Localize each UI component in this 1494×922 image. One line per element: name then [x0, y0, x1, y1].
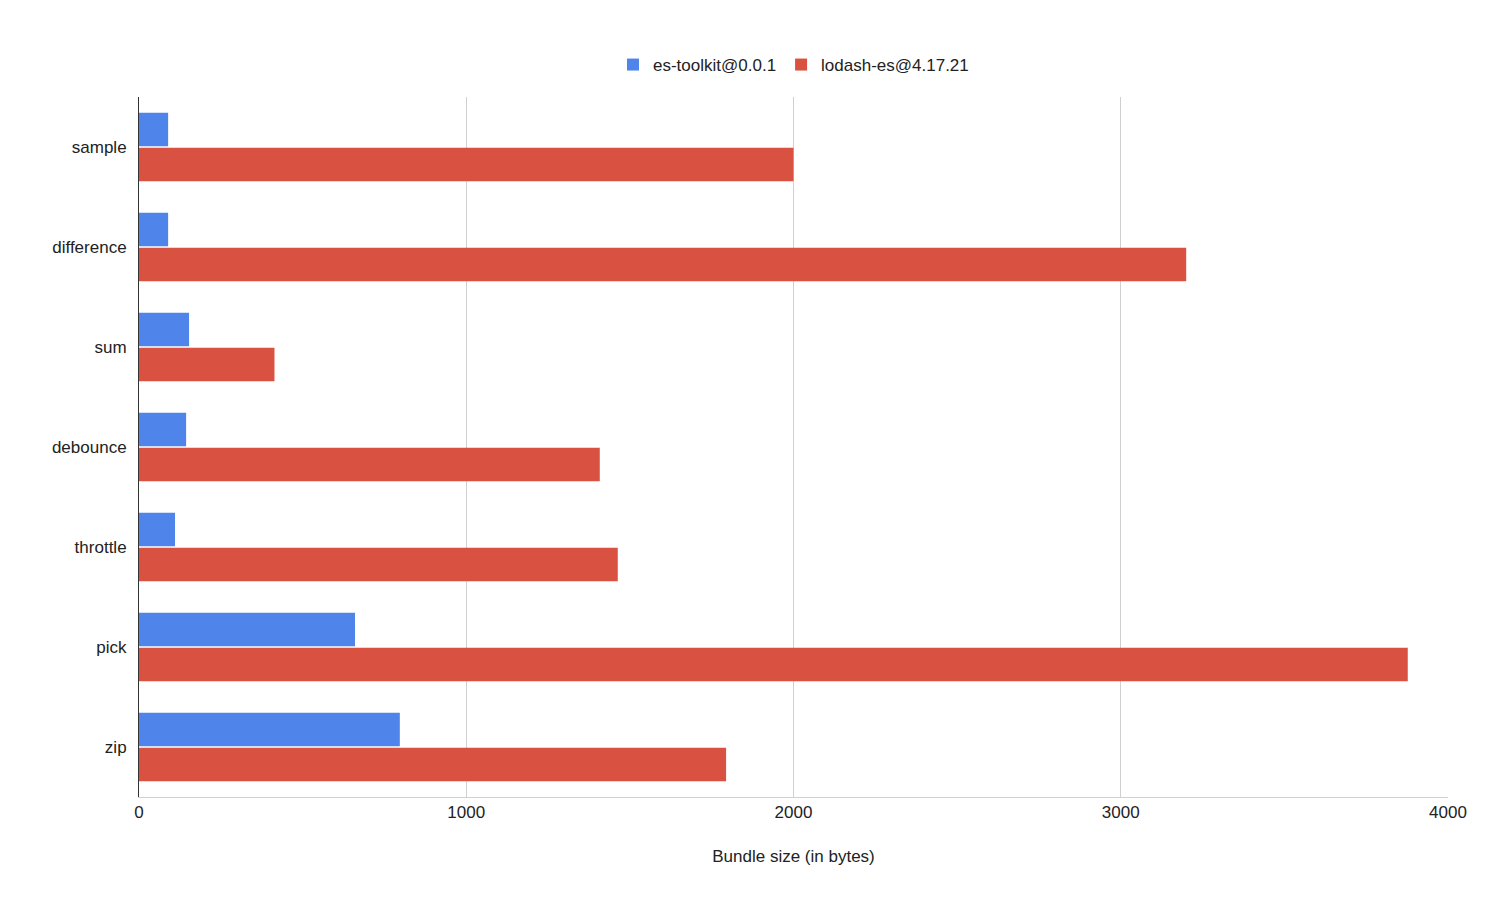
- svg-text:Bundle size (in bytes): Bundle size (in bytes): [712, 847, 875, 866]
- svg-text:1000: 1000: [447, 803, 485, 822]
- svg-text:sum: sum: [94, 338, 126, 357]
- svg-text:es-toolkit@0.0.1: es-toolkit@0.0.1: [653, 56, 776, 75]
- svg-text:debounce: debounce: [52, 438, 127, 457]
- svg-text:0: 0: [134, 803, 143, 822]
- svg-text:2000: 2000: [775, 803, 813, 822]
- svg-text:3000: 3000: [1102, 803, 1140, 822]
- svg-text:zip: zip: [105, 738, 127, 757]
- svg-text:lodash-es@4.17.21: lodash-es@4.17.21: [821, 56, 969, 75]
- svg-text:pick: pick: [96, 638, 127, 657]
- svg-text:difference: difference: [52, 238, 126, 257]
- svg-text:sample: sample: [72, 138, 127, 157]
- svg-text:throttle: throttle: [75, 538, 127, 557]
- svg-text:4000: 4000: [1429, 803, 1467, 822]
